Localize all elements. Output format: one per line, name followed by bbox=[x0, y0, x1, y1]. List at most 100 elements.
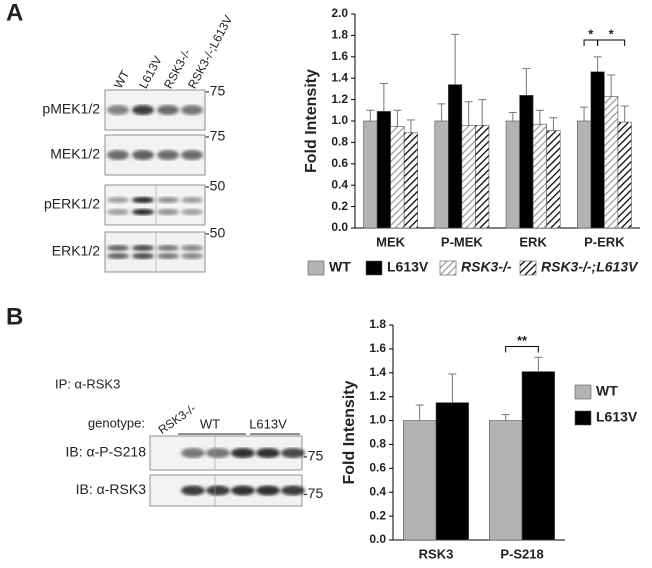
bar bbox=[403, 420, 437, 541]
legend-label: WT bbox=[329, 259, 351, 275]
blot-band bbox=[181, 150, 203, 160]
lane-label: L613V bbox=[136, 54, 165, 91]
y-tick-label: 1.8 bbox=[331, 28, 348, 42]
y-tick-label: 1.2 bbox=[331, 92, 348, 106]
blot-row-label: MEK1/2 bbox=[50, 146, 100, 162]
legend-swatch bbox=[439, 260, 457, 276]
bar bbox=[376, 111, 391, 229]
lane-label: RSK3-/- bbox=[156, 401, 199, 437]
blot-band bbox=[157, 245, 179, 251]
y-tick-label: 1.6 bbox=[331, 49, 348, 63]
legend-swatch bbox=[574, 410, 592, 426]
mw-marker: -50 bbox=[205, 225, 225, 241]
blot-band bbox=[256, 485, 280, 496]
bar bbox=[505, 120, 520, 229]
lane-label: L613V bbox=[249, 416, 287, 431]
blot-band bbox=[132, 197, 154, 203]
legend-swatch bbox=[519, 260, 537, 276]
blot-band bbox=[231, 485, 255, 496]
y-tick-label: 0.0 bbox=[331, 220, 348, 234]
blot-band bbox=[206, 485, 230, 496]
bar bbox=[434, 120, 449, 229]
mw-marker: -50 bbox=[205, 178, 225, 194]
genotype-label: genotype: bbox=[88, 415, 145, 430]
blot-band bbox=[132, 253, 154, 259]
bar bbox=[489, 420, 523, 541]
blot-band bbox=[157, 253, 179, 259]
y-tick-label: 0.4 bbox=[331, 177, 348, 191]
bar bbox=[403, 132, 419, 229]
y-axis-label: Fold Intensity bbox=[341, 380, 358, 484]
sig-annotation: ** bbox=[517, 333, 528, 348]
blot-band bbox=[132, 245, 154, 251]
blot-band bbox=[107, 150, 129, 160]
x-tick-label: P-MEK bbox=[441, 234, 484, 249]
y-tick-label: 1.0 bbox=[331, 113, 348, 127]
y-tick-label: 0.2 bbox=[331, 199, 348, 213]
x-tick-label: ERK bbox=[519, 234, 547, 249]
blot-band bbox=[231, 448, 255, 458]
blot-band bbox=[157, 150, 179, 160]
bar bbox=[363, 120, 378, 229]
panel-label: B bbox=[6, 303, 23, 330]
blot-row-label: IB: α-P-S218 bbox=[66, 444, 147, 460]
blot-band bbox=[281, 485, 305, 496]
y-tick-label: 0.4 bbox=[369, 484, 386, 498]
legend-label: RSK3-/- bbox=[461, 259, 512, 275]
blot-panel bbox=[104, 184, 206, 226]
blot-band bbox=[107, 209, 129, 215]
bar bbox=[475, 124, 490, 229]
legend-label: L613V bbox=[387, 259, 429, 275]
legend-swatch bbox=[307, 260, 325, 276]
blot-band bbox=[107, 105, 129, 115]
blot-band bbox=[107, 245, 129, 251]
blot-band bbox=[157, 105, 179, 115]
blot-band bbox=[132, 209, 154, 215]
blot-row-label: pMEK1/2 bbox=[42, 101, 100, 117]
bar bbox=[435, 402, 469, 541]
blot-band bbox=[256, 448, 280, 458]
blot-band bbox=[157, 209, 179, 215]
sig-annotation: * bbox=[609, 26, 615, 41]
y-tick-label: 0.6 bbox=[369, 461, 386, 475]
mw-marker: -75 bbox=[205, 83, 225, 99]
blot-row-label: IB: α-RSK3 bbox=[76, 481, 147, 497]
bar bbox=[604, 96, 619, 229]
bar bbox=[590, 71, 605, 229]
blot-row-label: ERK1/2 bbox=[52, 243, 100, 259]
lane-label: WT bbox=[200, 416, 220, 431]
bar bbox=[390, 126, 405, 229]
mw-marker: -75 bbox=[303, 485, 323, 501]
bar bbox=[576, 120, 592, 229]
bar bbox=[546, 130, 561, 229]
blot-band bbox=[157, 197, 179, 203]
mw-marker: -75 bbox=[205, 128, 225, 144]
legend-label: L613V bbox=[596, 409, 638, 425]
ip-label: IP: α-RSK3 bbox=[55, 376, 120, 391]
bar bbox=[521, 371, 555, 541]
blot-band bbox=[181, 197, 203, 203]
blot-band bbox=[181, 253, 203, 259]
y-axis-label: Fold Intensity bbox=[303, 69, 320, 173]
bar bbox=[519, 95, 534, 229]
bar bbox=[461, 124, 476, 229]
blot-band bbox=[181, 245, 203, 251]
y-tick-label: 2.0 bbox=[331, 6, 348, 20]
blot-row-label: pERK1/2 bbox=[44, 196, 100, 212]
legend-label: RSK3-/-;L613V bbox=[541, 259, 639, 275]
y-tick-label: 1.4 bbox=[331, 70, 348, 84]
x-tick-label: P-ERK bbox=[584, 234, 625, 249]
y-tick-label: 1.6 bbox=[369, 341, 386, 355]
blot-panel bbox=[104, 231, 206, 273]
legend-swatch bbox=[574, 384, 592, 400]
blot-band bbox=[132, 105, 154, 115]
bar bbox=[448, 84, 463, 229]
blot-band bbox=[281, 448, 305, 458]
legend-label: WT bbox=[596, 383, 618, 399]
x-tick-label: MEK bbox=[376, 234, 406, 249]
blot-band bbox=[181, 209, 203, 215]
blot-band bbox=[107, 253, 129, 259]
x-tick-label: P-S218 bbox=[500, 546, 543, 561]
lane-label: RSK3-/-;L613V bbox=[185, 13, 235, 91]
legend-swatch bbox=[365, 260, 383, 276]
